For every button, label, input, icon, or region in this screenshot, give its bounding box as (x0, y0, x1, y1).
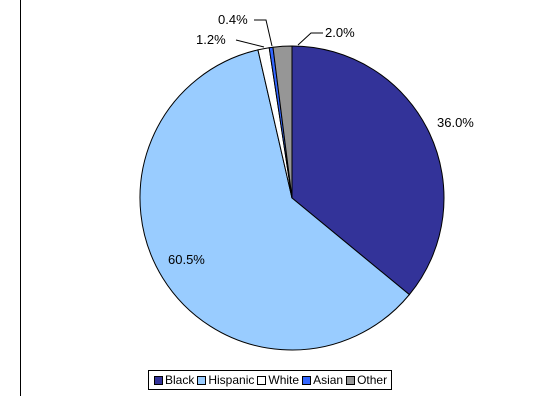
legend-swatch-black (154, 375, 163, 385)
pie-slice-other (272, 45, 293, 199)
legend-swatch-other (346, 375, 356, 385)
pie-slice-black (291, 45, 445, 296)
legend-item-other: Other (346, 373, 387, 387)
pie-slice-hispanic (139, 49, 411, 351)
legend-swatch-white (257, 375, 267, 385)
legend-label-hispanic: Hispanic (208, 373, 255, 387)
leader-line-white (235, 39, 265, 48)
legend: Black Hispanic White Asian Other (148, 370, 393, 390)
data-label-black: 36.0% (437, 115, 474, 130)
data-label-hispanic: 60.5% (168, 252, 205, 267)
data-label-asian: 0.4% (218, 12, 248, 27)
data-label-white: 1.2% (196, 32, 226, 47)
legend-swatch-hispanic (197, 375, 207, 385)
legend-item-white: White (257, 373, 299, 387)
left-border-line (20, 0, 21, 396)
legend-swatch-asian (302, 375, 312, 385)
legend-label-asian: Asian (313, 373, 344, 387)
legend-item-hispanic: Hispanic (197, 373, 254, 387)
legend-label-white: White (268, 373, 300, 387)
pie-chart: 36.0% 60.5% 1.2% 0.4% 2.0% (139, 12, 474, 351)
legend-label-black: Black (165, 373, 195, 387)
legend-item-asian: Asian (302, 373, 343, 387)
data-label-other: 2.0% (325, 25, 355, 40)
leader-line-other (297, 32, 323, 46)
legend-item-black: Black (154, 373, 194, 387)
legend-label-other: Other (357, 373, 388, 387)
leader-line-asian (254, 19, 273, 47)
